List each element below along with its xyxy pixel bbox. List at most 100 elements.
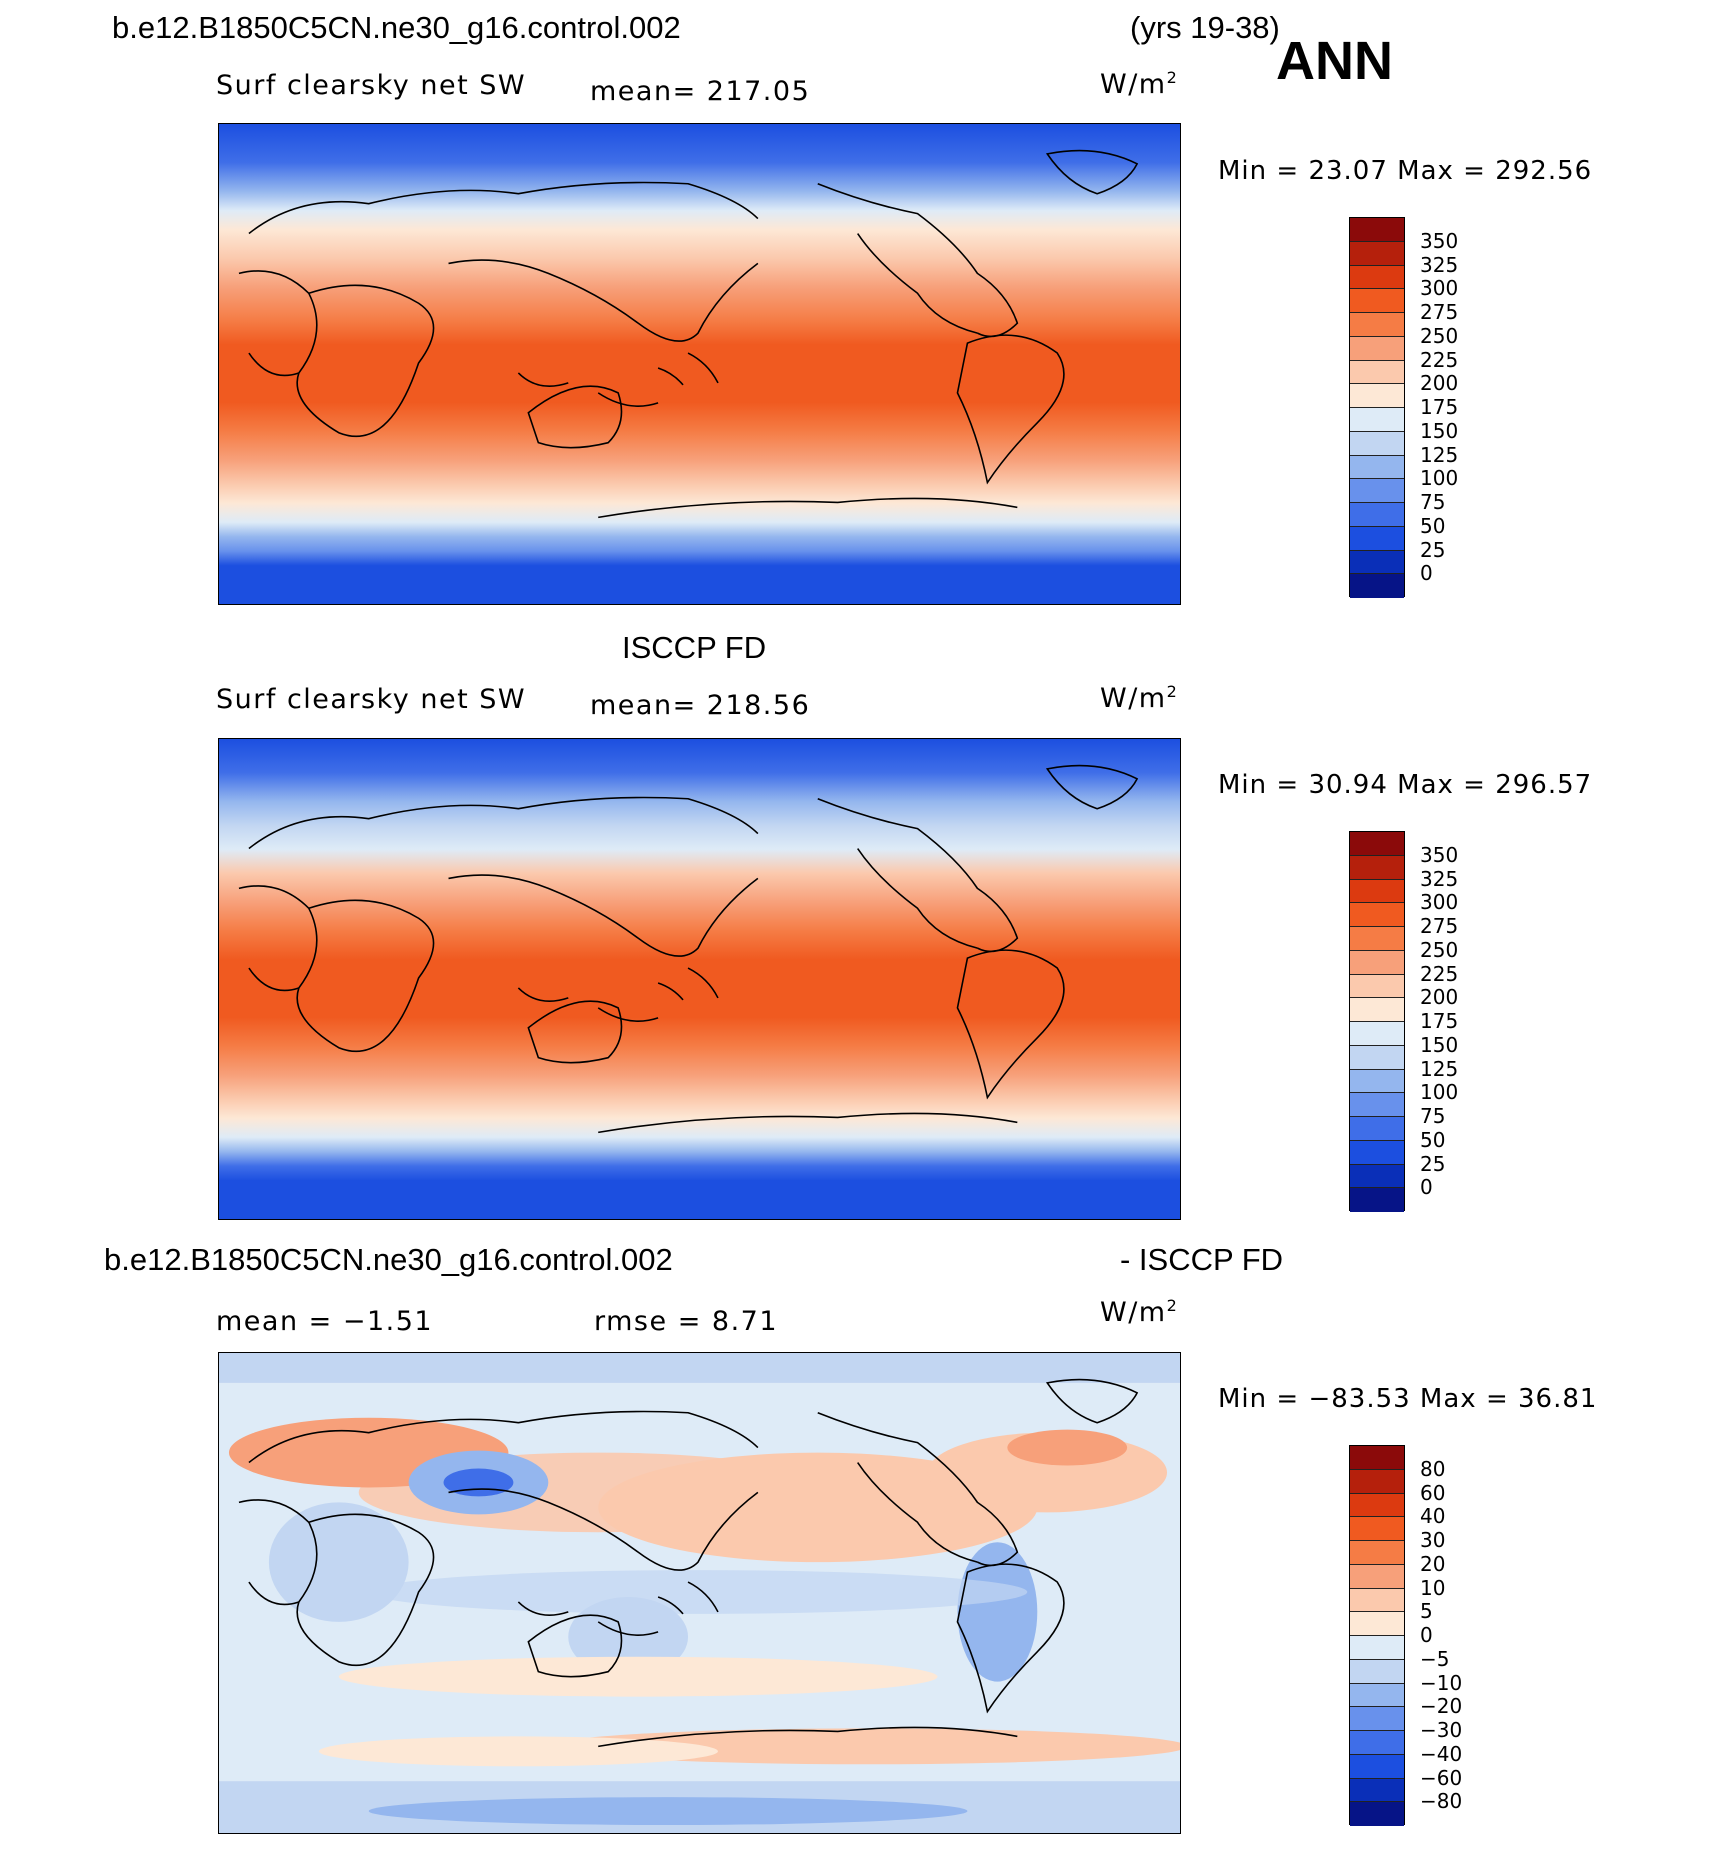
colorbar-swatch: [1350, 526, 1404, 551]
colorbar-tick-label: 0: [1420, 561, 1433, 586]
colorbar-swatch: [1350, 1022, 1404, 1046]
colorbar-tick-label: 275: [1420, 300, 1459, 324]
panel3-title-right: - ISCCP FD: [1120, 1242, 1284, 1277]
colorbar-tick-label: −10: [1420, 1670, 1463, 1695]
panel2-minmax: Min = 30.94 Max = 296.57: [1218, 770, 1593, 800]
panel1-variable: Surf clearsky net SW: [216, 70, 527, 101]
colorbar-tick-label: 325: [1420, 252, 1459, 277]
panel3-field: [219, 1353, 1180, 1833]
season-label: ANN: [1276, 31, 1393, 91]
panel3-mean: mean = −1.51: [216, 1306, 434, 1337]
colorbar-tick-label: 225: [1420, 347, 1459, 372]
colorbar-swatch: [1350, 455, 1404, 480]
colorbar-tick-label: 25: [1420, 537, 1446, 562]
colorbar-swatch: [1350, 1541, 1404, 1565]
colorbar-tick-label: 350: [1420, 228, 1459, 253]
colorbar-tick-label: 75: [1420, 490, 1446, 514]
colorbar-swatch: [1350, 1117, 1404, 1141]
colorbar-swatch: [1350, 998, 1404, 1022]
colorbar-tick-label: −60: [1420, 1765, 1463, 1790]
panel2-colorbar: [1349, 831, 1405, 1212]
colorbar-tick-label: 80: [1420, 1456, 1446, 1481]
panel1-colorbar: [1349, 217, 1405, 598]
colorbar-swatch: [1350, 241, 1404, 266]
colorbar-tick-label: 175: [1420, 1009, 1459, 1033]
colorbar-tick-label: −5: [1420, 1646, 1450, 1671]
colorbar-swatch: [1350, 1564, 1404, 1589]
colorbar-swatch: [1350, 313, 1404, 337]
panel2-unit: W/m2: [1100, 682, 1179, 714]
colorbar-tick-label: −20: [1420, 1694, 1463, 1719]
colorbar-swatch: [1350, 1778, 1404, 1803]
colorbar-tick-label: 100: [1420, 1080, 1459, 1105]
panel3-title-left: b.e12.B1850C5CN.ne30_g16.control.002: [104, 1242, 673, 1277]
colorbar-swatch: [1350, 289, 1404, 313]
colorbar-tick-label: 200: [1420, 371, 1459, 396]
colorbar-tick-label: −80: [1420, 1789, 1463, 1814]
colorbar-swatch: [1350, 879, 1404, 904]
panel3-map: [218, 1352, 1181, 1834]
panel1-coastlines: [238, 149, 1139, 519]
colorbar-tick-label: 125: [1420, 442, 1459, 467]
colorbar-tick-label: 250: [1420, 937, 1459, 962]
colorbar-swatch: [1350, 1659, 1404, 1684]
colorbar-swatch: [1350, 1140, 1404, 1165]
colorbar-swatch: [1350, 1731, 1404, 1755]
colorbar-swatch: [1350, 1164, 1404, 1189]
colorbar-tick-label: 40: [1420, 1504, 1446, 1529]
colorbar-swatch: [1350, 832, 1404, 856]
colorbar-swatch: [1350, 1802, 1404, 1826]
colorbar-swatch: [1350, 1188, 1404, 1212]
panel2-title: ISCCP FD: [622, 630, 767, 665]
colorbar-tick-label: 50: [1420, 1127, 1446, 1152]
colorbar-tick-label: −30: [1420, 1718, 1463, 1742]
colorbar-tick-label: 10: [1420, 1575, 1446, 1600]
colorbar-swatch: [1350, 265, 1404, 290]
colorbar-tick-label: 125: [1420, 1056, 1459, 1081]
colorbar-tick-label: 100: [1420, 466, 1459, 491]
colorbar-swatch: [1350, 218, 1404, 242]
colorbar-tick-label: 0: [1420, 1175, 1433, 1200]
colorbar-swatch: [1350, 903, 1404, 927]
years-label: (yrs 19-38): [1130, 10, 1280, 45]
colorbar-tick-label: 300: [1420, 276, 1459, 301]
colorbar-swatch: [1350, 574, 1404, 598]
panel3-unit: W/m2: [1100, 1296, 1179, 1328]
colorbar-swatch: [1350, 1493, 1404, 1518]
panel3-colorbar: [1349, 1445, 1405, 1826]
colorbar-swatch: [1350, 1754, 1404, 1779]
colorbar-swatch: [1350, 431, 1404, 456]
colorbar-swatch: [1350, 1446, 1404, 1470]
colorbar-swatch: [1350, 503, 1404, 527]
panel2-coastlines: [238, 764, 1139, 1134]
colorbar-swatch: [1350, 479, 1404, 503]
colorbar-tick-label: 30: [1420, 1528, 1446, 1552]
colorbar-tick-label: 250: [1420, 323, 1459, 348]
panel2-map: [218, 738, 1181, 1220]
panel2-variable: Surf clearsky net SW: [216, 684, 527, 715]
colorbar-swatch: [1350, 950, 1404, 975]
panel2-mean: mean= 218.56: [590, 690, 811, 721]
colorbar-tick-label: 25: [1420, 1151, 1446, 1176]
colorbar-swatch: [1350, 1069, 1404, 1094]
case-title: b.e12.B1850C5CN.ne30_g16.control.002: [112, 10, 681, 45]
colorbar-swatch: [1350, 927, 1404, 951]
panel1-map: [218, 123, 1181, 605]
colorbar-tick-label: 200: [1420, 985, 1459, 1010]
colorbar-swatch: [1350, 1588, 1404, 1613]
colorbar-tick-label: 150: [1420, 1032, 1459, 1057]
colorbar-swatch: [1350, 1517, 1404, 1541]
panel1-minmax: Min = 23.07 Max = 292.56: [1218, 156, 1593, 186]
colorbar-tick-label: 350: [1420, 842, 1459, 867]
colorbar-tick-label: 60: [1420, 1480, 1446, 1505]
colorbar-swatch: [1350, 1469, 1404, 1494]
panel1-mean: mean= 217.05: [590, 76, 811, 107]
colorbar-tick-label: 50: [1420, 513, 1446, 538]
colorbar-tick-label: 325: [1420, 866, 1459, 891]
colorbar-tick-label: 225: [1420, 961, 1459, 986]
colorbar-swatch: [1350, 1707, 1404, 1731]
colorbar-swatch: [1350, 360, 1404, 385]
panel3-rmse: rmse = 8.71: [594, 1306, 779, 1337]
colorbar-swatch: [1350, 336, 1404, 361]
colorbar-swatch: [1350, 408, 1404, 432]
